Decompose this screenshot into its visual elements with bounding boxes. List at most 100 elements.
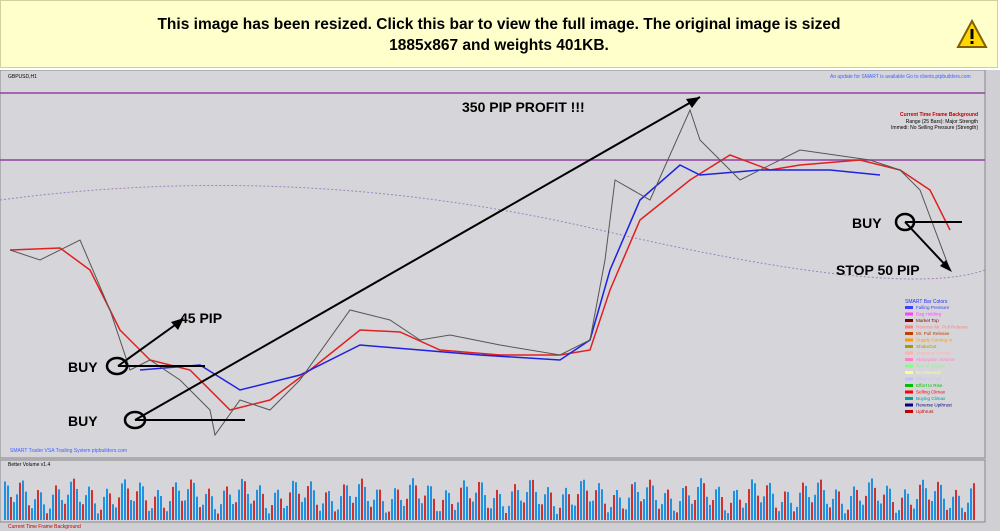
- volume-bar: [832, 498, 834, 520]
- volume-bar: [829, 507, 831, 520]
- volume-bar: [163, 507, 165, 520]
- volume-bar: [487, 507, 489, 520]
- volume-bar: [43, 504, 45, 520]
- volume-bar: [409, 484, 411, 520]
- volume-bar: [937, 481, 939, 520]
- volume-bar: [844, 513, 846, 520]
- volume-bar: [925, 488, 927, 520]
- volume-bar: [817, 482, 819, 520]
- legend-swatch: [905, 325, 913, 329]
- volume-bar: [259, 485, 261, 520]
- legend-swatch: [905, 338, 913, 342]
- volume-bar: [952, 496, 954, 520]
- volume-bar: [748, 489, 750, 520]
- legend-label: Upthrust: [916, 409, 934, 414]
- volume-bar: [250, 503, 252, 520]
- volume-bar: [508, 505, 510, 520]
- volume-bar: [88, 486, 90, 520]
- symbol: GBPUSD,H1: [8, 74, 37, 80]
- volume-bar: [637, 491, 639, 520]
- volume-bar: [238, 489, 240, 520]
- volume-bar: [40, 492, 42, 520]
- volume-bar: [940, 484, 942, 520]
- volume-bar: [436, 511, 438, 520]
- volume-bar: [856, 489, 858, 520]
- background-line: Range (25 Bars): Major Strength: [906, 119, 978, 125]
- volume-bar: [58, 489, 60, 520]
- volume-bar: [415, 485, 417, 520]
- volume-bar: [706, 496, 708, 520]
- volume-bar: [433, 498, 435, 520]
- volume-bar: [352, 502, 354, 520]
- volume-bar: [892, 502, 894, 520]
- legend-swatch: [905, 332, 913, 335]
- volume-bar: [79, 501, 81, 520]
- volume-bar: [187, 489, 189, 520]
- volume-bar: [931, 501, 933, 520]
- volume-bar: [145, 500, 147, 520]
- volume-bar: [841, 503, 843, 520]
- volume-bar: [370, 506, 372, 520]
- legend-label: No Demand: [916, 370, 941, 375]
- volume-bar: [46, 513, 48, 520]
- volume-bar: [490, 508, 492, 520]
- volume-bar: [154, 496, 156, 520]
- volume-bar: [745, 503, 747, 520]
- volume-bar: [670, 498, 672, 520]
- volume-bar: [541, 504, 543, 520]
- legend-swatch: [905, 358, 913, 361]
- volume-bar: [820, 479, 822, 520]
- volume-bar: [424, 495, 426, 520]
- volume-bar: [826, 503, 828, 520]
- annotation: STOP 50 PIP: [836, 262, 920, 278]
- volume-bar: [196, 496, 198, 520]
- volume-bar: [349, 496, 351, 520]
- volume-bar: [970, 488, 972, 520]
- volume-bar: [286, 505, 288, 520]
- volume-bar: [451, 503, 453, 520]
- volume-bar: [913, 508, 915, 520]
- volume-bar: [520, 500, 522, 520]
- volume-bar: [643, 499, 645, 520]
- volume-bar: [157, 490, 159, 520]
- volume-bar: [301, 501, 303, 520]
- volume-bar: [739, 499, 741, 520]
- volume-bar: [772, 493, 774, 520]
- legend-swatch: [905, 390, 913, 394]
- volume-bar: [190, 479, 192, 520]
- volume-bar: [37, 489, 39, 520]
- volume-bar: [592, 500, 594, 520]
- volume-bar: [103, 496, 105, 520]
- volume-bar: [388, 511, 390, 520]
- volume-bar: [517, 490, 519, 520]
- volume-bar: [325, 492, 327, 520]
- volume-label: Better Volume v1.4: [8, 462, 50, 468]
- volume-bar: [235, 502, 237, 520]
- volume-bar: [223, 490, 225, 520]
- volume-bar: [523, 502, 525, 520]
- volume-bar: [673, 510, 675, 520]
- volume-bar: [835, 489, 837, 520]
- volume-bar: [502, 506, 504, 520]
- volume-bar: [610, 507, 612, 520]
- volume-bar: [688, 495, 690, 520]
- volume-bar: [730, 502, 732, 520]
- legend-label: Reverse Mr. Pull Release: [916, 325, 968, 330]
- volume-bar: [853, 486, 855, 520]
- volume-bar: [385, 512, 387, 520]
- resize-banner[interactable]: This image has been resized. Click this …: [0, 0, 998, 68]
- volume-bar: [358, 484, 360, 520]
- volume-bar: [280, 498, 282, 520]
- volume-bar: [934, 491, 936, 520]
- volume-bar: [10, 497, 12, 520]
- volume-bar: [340, 496, 342, 520]
- volume-bar: [883, 494, 885, 520]
- volume-bar: [160, 496, 162, 520]
- legend-swatch: [905, 312, 913, 316]
- volume-bar: [109, 493, 111, 520]
- volume-bar: [607, 512, 609, 520]
- volume-bar: [613, 495, 615, 520]
- volume-bar: [94, 503, 96, 520]
- volume-bar: [445, 490, 447, 520]
